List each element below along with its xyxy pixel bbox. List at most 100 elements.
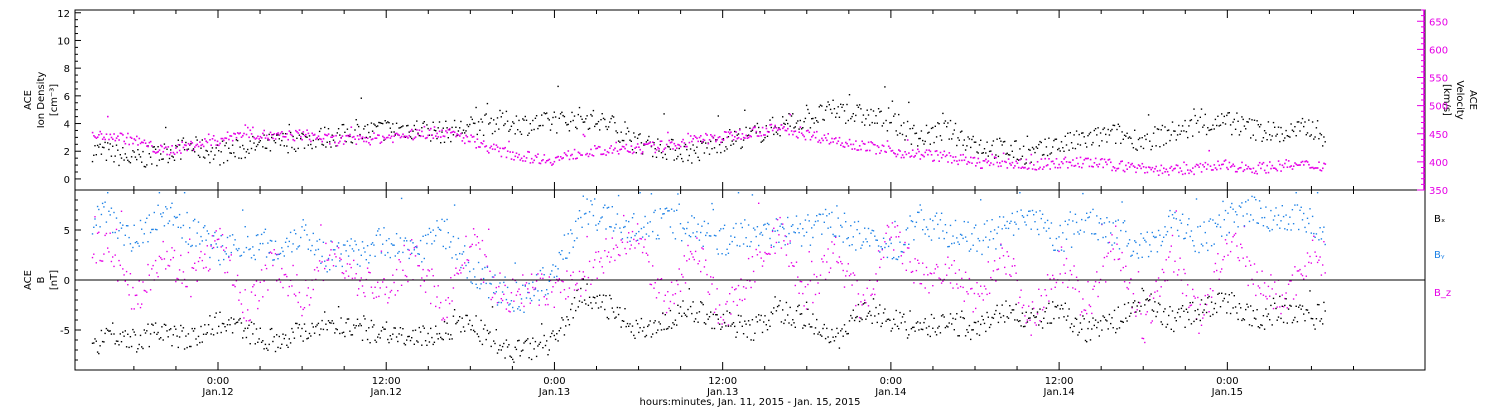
velocity-point: [470, 134, 472, 136]
ion-density-point: [1001, 144, 1003, 146]
by-point: [558, 251, 560, 254]
ion-density-point: [958, 139, 960, 141]
bx-point: [137, 348, 139, 350]
ion-density-point: [641, 153, 644, 155]
by-point: [480, 283, 482, 285]
by-point: [910, 220, 913, 222]
velocity-point: [1131, 162, 1133, 165]
velocity-point: [1102, 166, 1104, 169]
bx-point: [792, 319, 794, 321]
by-point: [905, 229, 907, 231]
bz-point: [1127, 288, 1130, 290]
bz-point: [590, 283, 592, 285]
by-point: [120, 227, 123, 229]
velocity-point: [161, 145, 163, 148]
velocity-point: [149, 140, 152, 143]
by-point: [759, 233, 761, 235]
velocity-point: [298, 129, 301, 131]
bz-point: [930, 273, 933, 275]
bz-point: [1102, 265, 1104, 267]
velocity-point: [378, 134, 380, 137]
by-point: [818, 213, 820, 215]
bz-point: [1161, 268, 1164, 271]
velocity-point: [1017, 166, 1020, 169]
by-point: [887, 245, 890, 248]
velocity-point: [1295, 163, 1298, 166]
velocity-point: [1152, 170, 1155, 173]
bx-point: [855, 316, 857, 319]
ion-density-point: [122, 147, 124, 149]
bz-point: [475, 244, 477, 246]
bx-point: [1190, 323, 1193, 325]
by-point: [935, 212, 938, 214]
bx-point: [686, 315, 688, 318]
bz-point: [703, 266, 706, 268]
bz-point: [329, 254, 331, 256]
bx-point: [418, 326, 420, 329]
velocity-point: [1265, 172, 1267, 174]
velocity-point: [469, 140, 471, 143]
by-point: [514, 262, 516, 264]
ion-density-point: [869, 124, 871, 126]
bz-point: [925, 266, 928, 269]
bz-point: [437, 285, 439, 287]
bz-point: [1295, 294, 1297, 296]
ion-density-point: [1247, 121, 1249, 123]
ion-density-point: [954, 122, 957, 125]
bz-point: [389, 291, 391, 293]
ion-density-point: [205, 149, 207, 152]
bz-point: [258, 300, 260, 302]
ion-density-point: [1298, 121, 1300, 123]
velocity-point: [1228, 161, 1231, 164]
bz-point: [248, 320, 250, 322]
bz-point: [694, 250, 697, 253]
by-series: [91, 192, 1326, 313]
by-point: [795, 215, 798, 217]
bx-point: [368, 327, 370, 329]
velocity-point: [1120, 160, 1122, 163]
bz-point: [457, 273, 460, 275]
ion-density-point: [489, 122, 491, 124]
velocity-point: [255, 137, 258, 139]
ion-density-point: [506, 120, 509, 122]
ion-density-point: [354, 129, 356, 131]
bz-point: [793, 265, 795, 267]
velocity-point: [703, 139, 706, 142]
by-point: [1159, 234, 1161, 236]
by-point: [212, 235, 215, 237]
bz-point: [835, 236, 837, 238]
bx-point: [971, 329, 973, 331]
bx-point: [594, 297, 596, 299]
bx-point: [1014, 319, 1016, 321]
by-point: [281, 247, 283, 249]
bz-point: [486, 265, 489, 267]
ion-density-point: [1242, 118, 1244, 121]
ion-density-point: [557, 85, 559, 88]
bx-point: [340, 317, 342, 319]
velocity-point: [1140, 167, 1142, 170]
velocity-point: [1078, 166, 1081, 168]
velocity-tick-label: 400: [1429, 158, 1448, 169]
bx-point: [1089, 339, 1092, 341]
bz-point: [471, 243, 473, 246]
velocity-point: [992, 163, 995, 166]
ion-density-point: [146, 164, 148, 166]
bz-point: [1006, 251, 1008, 253]
ion-density-point: [856, 104, 858, 106]
ion-density-point: [971, 138, 973, 141]
ion-density-point: [696, 146, 698, 148]
by-point: [200, 235, 202, 238]
velocity-point: [981, 167, 983, 169]
bz-point: [547, 303, 549, 306]
velocity-point: [999, 162, 1001, 164]
ion-density-point: [504, 123, 506, 125]
by-point: [1060, 249, 1063, 251]
ion-density-point: [913, 124, 915, 127]
bx-point: [218, 325, 220, 328]
by-point: [756, 226, 759, 228]
bz-point: [406, 275, 408, 278]
velocity-point: [1171, 169, 1174, 172]
velocity-point: [711, 135, 713, 138]
ion-density-point: [942, 112, 944, 115]
